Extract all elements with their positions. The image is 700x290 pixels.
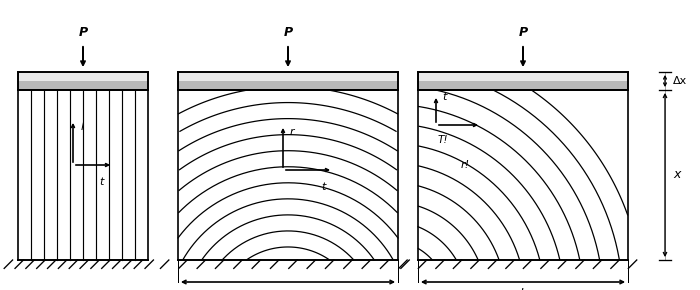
- Text: t: t: [321, 182, 326, 192]
- Text: t: t: [442, 92, 447, 102]
- Text: Δx: Δx: [673, 76, 687, 86]
- Bar: [178, 72, 398, 90]
- Text: r: r: [290, 127, 295, 137]
- Text: P: P: [78, 26, 88, 39]
- Text: P: P: [284, 26, 293, 39]
- Text: T!: T!: [438, 135, 449, 145]
- Bar: [418, 72, 628, 90]
- Text: b: b: [519, 288, 527, 290]
- Text: P: P: [519, 26, 528, 39]
- Text: x: x: [673, 168, 680, 182]
- Text: a: a: [284, 288, 292, 290]
- Bar: [19, 73, 147, 81]
- Text: l: l: [81, 122, 84, 132]
- Bar: [18, 72, 148, 90]
- Bar: [419, 73, 627, 81]
- Text: t: t: [99, 177, 103, 187]
- Text: r!: r!: [461, 160, 470, 170]
- Bar: [179, 73, 397, 81]
